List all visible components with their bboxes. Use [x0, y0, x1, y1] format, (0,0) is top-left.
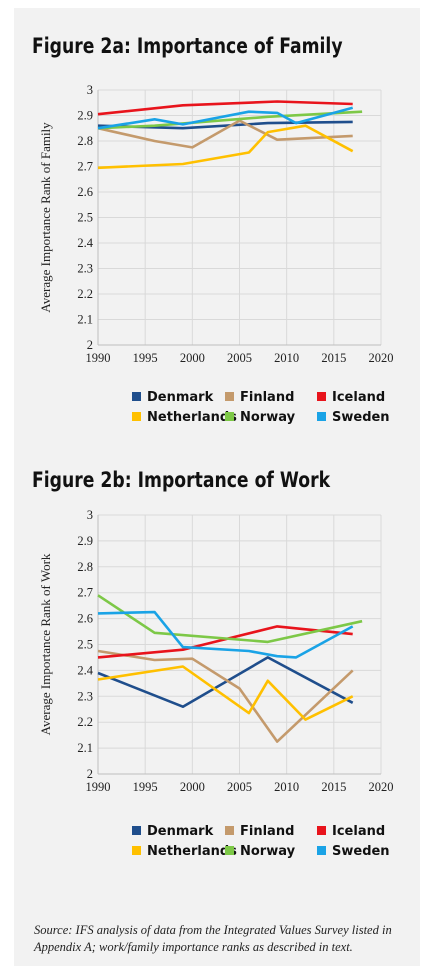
family-series-line-iceland [97, 100, 353, 116]
family-legend-swatch-netherlands [132, 412, 141, 421]
family-ytick-label: 2.7 [77, 160, 93, 174]
work-xtick-label: 2000 [180, 780, 205, 794]
work-series-line-norway [97, 594, 363, 644]
work-xtick-label: 2010 [274, 780, 299, 794]
family-ytick-label: 2.2 [77, 287, 93, 301]
family-ytick-label: 2.8 [77, 134, 93, 148]
work-legend-swatch-norway [225, 846, 234, 855]
family-xtick-label: 1995 [133, 351, 158, 365]
work-legend-label-sweden: Sweden [332, 844, 390, 859]
family-y-axis-label: Average Importance Rank of Family [38, 122, 53, 313]
source-note: Source: IFS analysis of data from the In… [34, 923, 392, 954]
family-series-line-finland [97, 119, 353, 149]
family-ytick-label: 2.1 [77, 313, 93, 327]
chart-title-family: Figure 2a: Importance of Family [32, 34, 343, 58]
work-legend-label-norway: Norway [240, 844, 296, 859]
work-ytick-label: 2 [87, 767, 93, 781]
family-ytick-label: 3 [87, 83, 93, 97]
work-legend-swatch-sweden [317, 846, 326, 855]
work-legend-swatch-finland [225, 826, 234, 835]
family-series-line-netherlands [97, 124, 354, 170]
family-legend-swatch-denmark [132, 392, 141, 401]
family-series-line-sweden [97, 106, 354, 130]
work-ytick-label: 2.8 [77, 560, 93, 574]
family-ytick-label: 2.6 [77, 185, 93, 199]
work-ytick-label: 3 [87, 508, 93, 522]
work-legend-label-netherlands: Netherlands [147, 844, 237, 859]
work-y-axis-label: Average Importance Rank of Work [38, 553, 53, 735]
family-xtick-label: 1990 [86, 351, 111, 365]
family-ytick-label: 2.4 [77, 236, 93, 250]
family-xtick-label: 2005 [227, 351, 252, 365]
work-legend-label-denmark: Denmark [147, 824, 214, 839]
work-series-line-netherlands [97, 665, 354, 721]
work-series-line-sweden [97, 610, 354, 659]
work-ytick-label: 2.5 [77, 638, 93, 652]
family-legend-label-iceland: Iceland [332, 390, 385, 405]
work-xtick-label: 1995 [133, 780, 158, 794]
family-ytick-label: 2 [87, 338, 93, 352]
work-legend-swatch-denmark [132, 826, 141, 835]
work-legend-swatch-iceland [317, 826, 326, 835]
work-series-line-finland [97, 649, 354, 743]
family-chart: 2 2.1 2.2 2.3 2.4 2.5 2.6 2.7 2.8 2.9 3 1990 1995 200… [38, 83, 394, 425]
family-ytick-label: 2.3 [77, 262, 93, 276]
family-xtick-label: 2015 [321, 351, 346, 365]
work-legend-label-finland: Finland [240, 824, 294, 839]
work-xtick-label: 1990 [86, 780, 111, 794]
work-ytick-label: 2.1 [77, 741, 93, 755]
family-legend-swatch-finland [225, 392, 234, 401]
family-series-line-norway [97, 110, 363, 130]
family-ytick-label: 2.5 [77, 211, 93, 225]
work-ytick-label: 2.6 [77, 612, 93, 626]
work-series-line-denmark [97, 656, 354, 709]
family-legend-label-netherlands: Netherlands [147, 410, 237, 425]
work-ytick-label: 2.7 [77, 586, 93, 600]
work-ytick-label: 2.3 [77, 689, 93, 703]
work-xtick-label: 2015 [321, 780, 346, 794]
work-xtick-label: 2005 [227, 780, 252, 794]
family-legend-label-denmark: Denmark [147, 390, 214, 405]
family-xtick-label: 2000 [180, 351, 205, 365]
work-legend-label-iceland: Iceland [332, 824, 385, 839]
figure-panel: Figure 2a: Importance of Family 2 2.1 2.2 2… [14, 8, 420, 966]
work-ytick-label: 2.2 [77, 715, 93, 729]
chart-title-work: Figure 2b: Importance of Work [32, 468, 331, 492]
family-legend-label-norway: Norway [240, 410, 296, 425]
work-xtick-label: 2020 [369, 780, 394, 794]
family-legend-label-sweden: Sweden [332, 410, 390, 425]
family-xtick-label: 2020 [369, 351, 394, 365]
family-xtick-label: 2010 [274, 351, 299, 365]
work-series-line-iceland [97, 625, 353, 659]
family-legend-swatch-sweden [317, 412, 326, 421]
family-legend-swatch-norway [225, 412, 234, 421]
work-ytick-label: 2.9 [77, 534, 93, 548]
family-ytick-label: 2.9 [77, 109, 93, 123]
work-legend-swatch-netherlands [132, 846, 141, 855]
family-legend-label-finland: Finland [240, 390, 294, 405]
family-legend-swatch-iceland [317, 392, 326, 401]
work-ytick-label: 2.4 [77, 663, 93, 677]
